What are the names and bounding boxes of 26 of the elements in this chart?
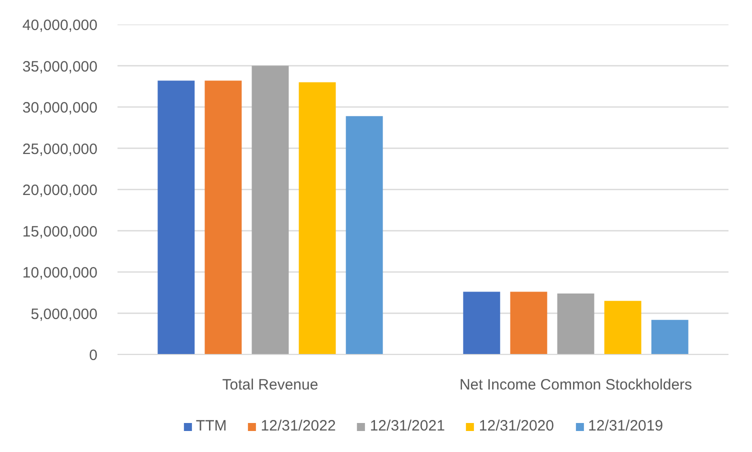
legend-label: 12/31/2019 [588, 418, 664, 434]
bar [463, 292, 500, 354]
legend-label: 12/31/2020 [478, 418, 554, 434]
y-tick-label: 10,000,000 [22, 264, 98, 282]
legend-label: TTM [196, 418, 227, 434]
bar [557, 293, 594, 354]
bar [651, 320, 688, 354]
y-tick-label: 20,000,000 [22, 182, 98, 199]
y-tick-label: 35,000,000 [22, 58, 98, 76]
bar [252, 66, 289, 354]
bar [346, 116, 383, 354]
y-tick-label: 25,000,000 [22, 140, 98, 158]
y-tick-label: 40,000,000 [22, 17, 98, 34]
x-tick-label: Total Revenue [222, 376, 318, 394]
bar [510, 292, 548, 354]
y-tick-label: 30,000,000 [22, 100, 98, 116]
bar [298, 82, 336, 354]
y-tick-label: 5,000,000 [30, 306, 98, 323]
bar [604, 300, 642, 354]
y-tick-label: 0 [89, 347, 98, 364]
legend-label: 12/31/2021 [370, 418, 445, 434]
bar [158, 80, 195, 354]
y-tick-label: 15,000,000 [22, 223, 98, 240]
x-tick-label: Net Income Common Stockholders [459, 376, 692, 394]
legend-label: 12/31/2022 [260, 418, 336, 434]
bar [204, 80, 242, 354]
